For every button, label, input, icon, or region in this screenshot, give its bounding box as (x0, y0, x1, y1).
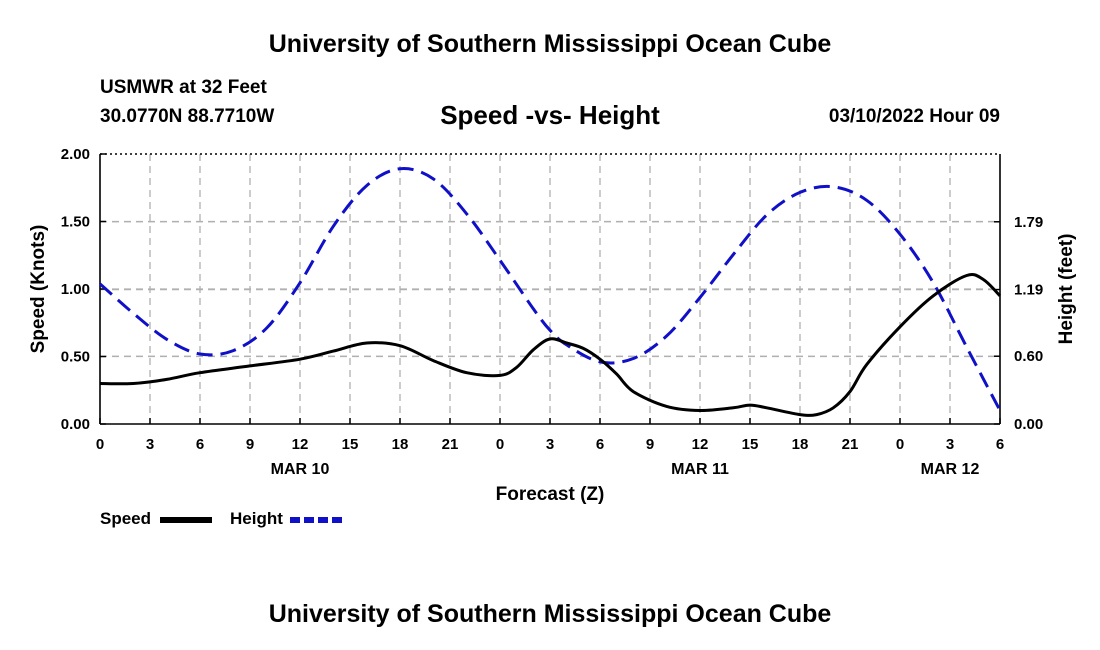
coordinates-label: 30.0770N 88.7710W (100, 106, 275, 127)
x-tick-label: 0 (496, 436, 504, 453)
x-tick-label: 12 (692, 436, 709, 453)
y-axis-title: Speed (Knots) (28, 225, 49, 354)
x-tick-label: 12 (292, 436, 309, 453)
height-series-line (99, 167, 1002, 412)
x-tick-label: 18 (792, 436, 809, 453)
y2-tick-label: 1.79 (1014, 214, 1043, 231)
x-tick-label: 3 (946, 436, 954, 453)
x-tick-label: 18 (392, 436, 409, 453)
x-tick-label: 6 (996, 436, 1004, 453)
y-tick-label: 2.00 (61, 146, 90, 163)
x-tick-label: 6 (196, 436, 204, 453)
x-tick-label: 6 (596, 436, 604, 453)
speed-series-line (99, 273, 1002, 417)
y2-tick-label: 0.00 (1014, 416, 1043, 433)
x-tick-label: 3 (546, 436, 554, 453)
x-tick-label: 9 (246, 436, 254, 453)
x-tick-label: 3 (146, 436, 154, 453)
x-tick-label: 21 (842, 436, 859, 453)
y-tick-label: 0.00 (61, 416, 90, 433)
date-label: MAR 10 (271, 461, 330, 478)
y-tick-label: 1.50 (61, 214, 90, 231)
x-tick-label: 0 (96, 436, 104, 453)
page-title: University of Southern Mississippi Ocean… (268, 30, 832, 58)
legend-speed-label: Speed (100, 509, 152, 528)
x-tick-label: 15 (742, 436, 759, 453)
date-label: MAR 11 (671, 461, 729, 478)
x-tick-label: 0 (896, 436, 904, 453)
y-tick-label: 0.50 (61, 349, 90, 366)
y2-tick-label: 1.19 (1014, 282, 1043, 299)
station-label: USMWR at 32 Feet (100, 77, 267, 98)
footer-title: University of Southern Mississippi Ocean… (268, 600, 832, 628)
y2-axis-title: Height (feet) (1056, 234, 1077, 345)
date-label: MAR 12 (921, 461, 980, 478)
x-axis-title: Forecast (Z) (496, 484, 605, 505)
x-tick-label: 21 (442, 436, 459, 453)
x-tick-label: 9 (646, 436, 654, 453)
y-tick-label: 1.00 (61, 281, 90, 298)
y2-tick-label: 0.60 (1014, 348, 1043, 365)
x-tick-label: 15 (342, 436, 359, 453)
datetime-label: 03/10/2022 Hour 09 (828, 106, 1000, 127)
chart-title: Speed -vs- Height (440, 100, 660, 130)
legend-height-label: Height (230, 509, 283, 528)
